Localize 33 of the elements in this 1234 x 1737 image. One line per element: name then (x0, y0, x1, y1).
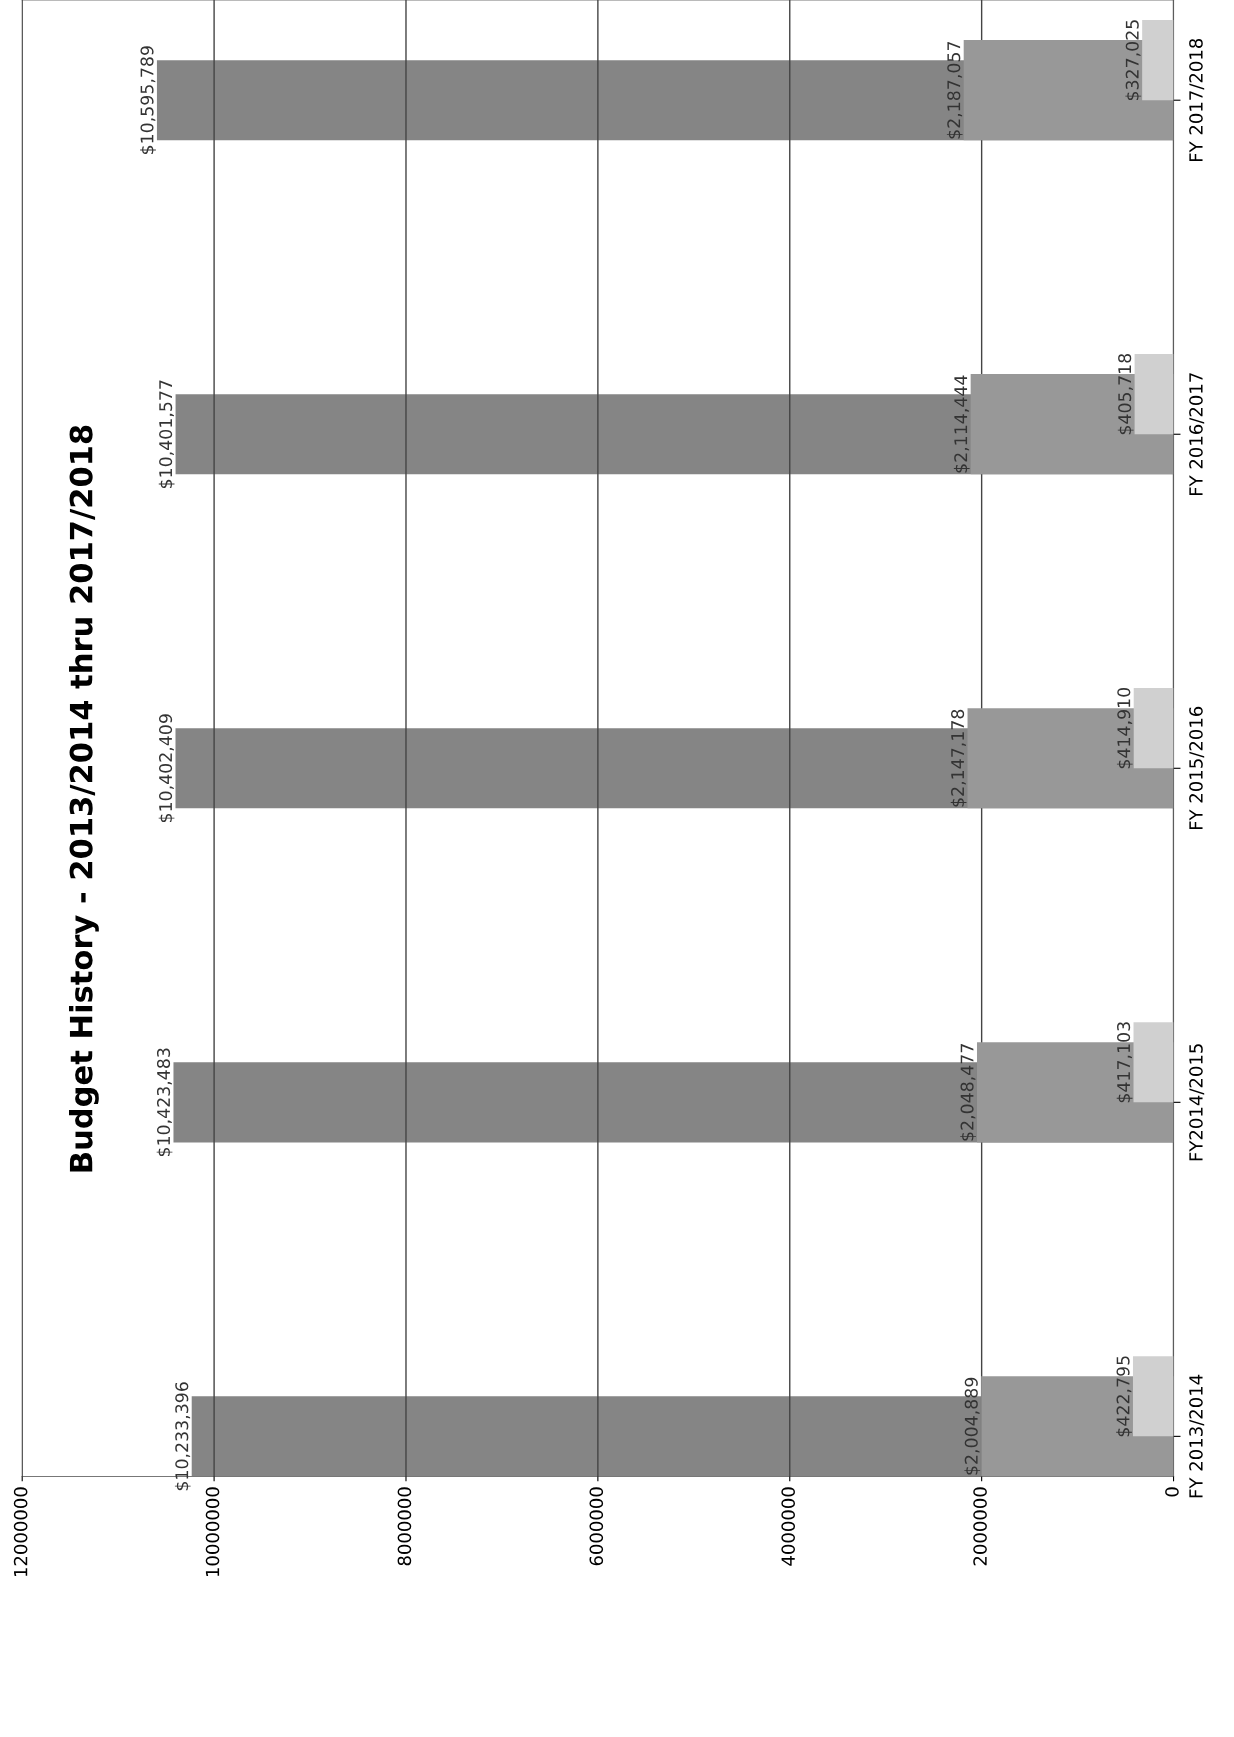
bar (1142, 20, 1174, 101)
data-label: $2,048,477 (960, 1044, 976, 1141)
data-label: $10,233,396 (174, 1382, 191, 1491)
data-label: $10,401,577 (158, 380, 175, 489)
data-label: $414,910 (1116, 687, 1133, 769)
data-label: $327,025 (1125, 20, 1142, 101)
data-label: $2,114,444 (953, 375, 970, 473)
bar (1132, 1356, 1174, 1437)
data-label: $10,595,789 (140, 46, 156, 154)
y-tick-label: FY 2015/2016 (1189, 706, 1205, 830)
bar (1133, 1022, 1174, 1103)
x-tick-label: 8000000 (397, 1487, 412, 1566)
bar (1133, 688, 1174, 769)
text: Budget History - 2013/2014 thru 2017/2018 (69, 425, 99, 1172)
x-tick-label: 2000000 (973, 1487, 987, 1566)
bar (1134, 354, 1174, 435)
data-label: $2,004,889 (964, 1377, 981, 1475)
data-label: $2,187,057 (946, 41, 963, 139)
x-tick-label: 6000000 (589, 1487, 604, 1566)
data-label: $10,423,483 (156, 1048, 173, 1157)
y-tick-label: FY2014/2015 (1189, 1044, 1205, 1161)
y-tick-label: FY 2013/2014 (1189, 1374, 1205, 1498)
data-label: $2,147,178 (950, 709, 967, 807)
data-label: $10,402,409 (158, 714, 175, 823)
x-tick-label: 12000000 (13, 1487, 28, 1577)
y-tick-label: FY 2016/2017 (1189, 373, 1205, 496)
x-tick-label: 0 (1165, 1487, 1179, 1497)
y-tick-label: FY 2017/2018 (1189, 38, 1205, 162)
x-tick-label: 10000000 (205, 1487, 220, 1577)
data-label: $417,103 (1116, 1022, 1133, 1103)
x-tick-label: 4000000 (781, 1487, 795, 1566)
data-label: $405,718 (1117, 353, 1134, 435)
data-label: $422,795 (1116, 1356, 1132, 1437)
